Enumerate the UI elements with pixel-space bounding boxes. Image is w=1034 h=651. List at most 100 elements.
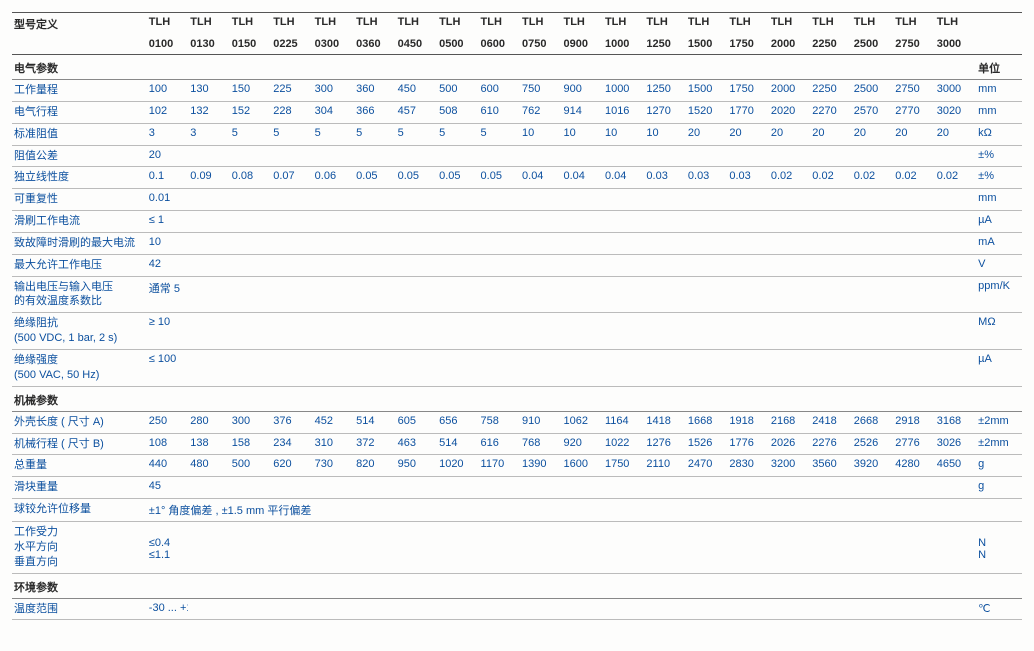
cell-1-1-13: 1526 [686, 433, 727, 455]
cell-1-2-15: 3200 [769, 455, 810, 477]
cell-1-5-1 [188, 522, 229, 574]
cell-0-2-14: 20 [727, 123, 768, 145]
cell-0-11-18 [893, 349, 934, 386]
cell-1-1-0: 108 [147, 433, 188, 455]
cell-0-9-4 [313, 276, 354, 313]
row-label-2-0: 温度范围 [12, 598, 147, 620]
cell-2-0-0: -30 ... +100 [147, 598, 188, 620]
cell-1-2-12: 2110 [644, 455, 685, 477]
cell-0-8-16 [810, 254, 851, 276]
cell-1-5-12 [644, 522, 685, 574]
cell-0-2-19: 20 [935, 123, 976, 145]
cell-0-2-6: 5 [396, 123, 437, 145]
cell-0-10-15 [769, 313, 810, 350]
cell-1-3-1 [188, 477, 229, 499]
cell-1-1-8: 616 [479, 433, 520, 455]
cell-1-1-15: 2026 [769, 433, 810, 455]
cell-0-10-2 [230, 313, 271, 350]
cell-0-1-12: 1270 [644, 101, 685, 123]
cell-0-4-16: 0.02 [810, 167, 851, 189]
cell-0-10-16 [810, 313, 851, 350]
cell-0-5-2 [230, 189, 271, 211]
cell-0-1-14: 1770 [727, 101, 768, 123]
cell-1-3-18 [893, 477, 934, 499]
cell-0-11-3 [271, 349, 312, 386]
row-unit-0-2: kΩ [976, 123, 1022, 145]
cell-2-0-10 [561, 598, 602, 620]
section-title-0: 电气参数 [12, 55, 147, 80]
cell-0-11-9 [520, 349, 561, 386]
cell-1-5-14 [727, 522, 768, 574]
cell-1-3-0: 45 [147, 477, 188, 499]
header-bot-14: 1750 [727, 35, 768, 55]
cell-1-3-9 [520, 477, 561, 499]
cell-0-9-8 [479, 276, 520, 313]
cell-0-8-3 [271, 254, 312, 276]
header-bot-8: 0600 [479, 35, 520, 55]
cell-1-2-18: 4280 [893, 455, 934, 477]
row-label-0-5: 可重复性 [12, 189, 147, 211]
cell-1-0-11: 1164 [603, 411, 644, 433]
row-label-0-9: 输出电压与输入电压的有效温度系数比 [12, 276, 147, 313]
header-bot-16: 2250 [810, 35, 851, 55]
cell-1-2-17: 3920 [852, 455, 893, 477]
cell-0-7-11 [603, 232, 644, 254]
cell-0-3-2 [230, 145, 271, 167]
cell-0-4-19: 0.02 [935, 167, 976, 189]
section-title-2: 环境参数 [12, 573, 147, 598]
row-span-1-4: ±1° 角度偏差 , ±1.5 mm 平行偏差 [147, 499, 976, 522]
cell-0-0-16: 2250 [810, 80, 851, 102]
cell-0-1-18: 2770 [893, 101, 934, 123]
cell-0-2-9: 10 [520, 123, 561, 145]
cell-0-11-5 [354, 349, 395, 386]
cell-1-0-19: 3168 [935, 411, 976, 433]
cell-0-7-3 [271, 232, 312, 254]
row-unit-0-4: ±% [976, 167, 1022, 189]
cell-0-10-0: ≥ 10 [147, 313, 188, 350]
cell-1-1-2: 158 [230, 433, 271, 455]
cell-0-10-8 [479, 313, 520, 350]
cell-1-1-14: 1776 [727, 433, 768, 455]
cell-0-5-14 [727, 189, 768, 211]
cell-0-5-17 [852, 189, 893, 211]
cell-0-8-18 [893, 254, 934, 276]
row-label-0-0: 工作量程 [12, 80, 147, 102]
cell-0-2-10: 10 [561, 123, 602, 145]
row-label-0-4: 独立线性度 [12, 167, 147, 189]
cell-1-1-17: 2526 [852, 433, 893, 455]
cell-0-10-17 [852, 313, 893, 350]
cell-1-1-5: 372 [354, 433, 395, 455]
cell-0-0-2: 150 [230, 80, 271, 102]
header-top-18: TLH [893, 13, 934, 36]
cell-0-0-15: 2000 [769, 80, 810, 102]
cell-0-11-4 [313, 349, 354, 386]
cell-2-0-17 [852, 598, 893, 620]
header-top-7: TLH [437, 13, 478, 36]
cell-1-2-9: 1390 [520, 455, 561, 477]
cell-1-1-10: 920 [561, 433, 602, 455]
cell-1-3-12 [644, 477, 685, 499]
cell-0-6-15 [769, 211, 810, 233]
cell-2-0-1 [188, 598, 229, 620]
cell-0-8-19 [935, 254, 976, 276]
cell-0-9-17 [852, 276, 893, 313]
header-top-10: TLH [561, 13, 602, 36]
row-label-0-7: 致故障时滑刷的最大电流 [12, 232, 147, 254]
header-top-6: TLH [396, 13, 437, 36]
cell-0-6-19 [935, 211, 976, 233]
row-label-0-8: 最大允许工作电压 [12, 254, 147, 276]
cell-0-10-18 [893, 313, 934, 350]
cell-0-7-13 [686, 232, 727, 254]
cell-0-10-10 [561, 313, 602, 350]
cell-0-5-4 [313, 189, 354, 211]
cell-0-3-18 [893, 145, 934, 167]
cell-0-11-11 [603, 349, 644, 386]
row-unit-2-0: ℃ [976, 598, 1022, 620]
cell-0-7-0: 10 [147, 232, 188, 254]
cell-0-3-6 [396, 145, 437, 167]
cell-2-0-12 [644, 598, 685, 620]
cell-0-3-8 [479, 145, 520, 167]
cell-0-0-12: 1250 [644, 80, 685, 102]
cell-1-3-10 [561, 477, 602, 499]
cell-1-1-6: 463 [396, 433, 437, 455]
